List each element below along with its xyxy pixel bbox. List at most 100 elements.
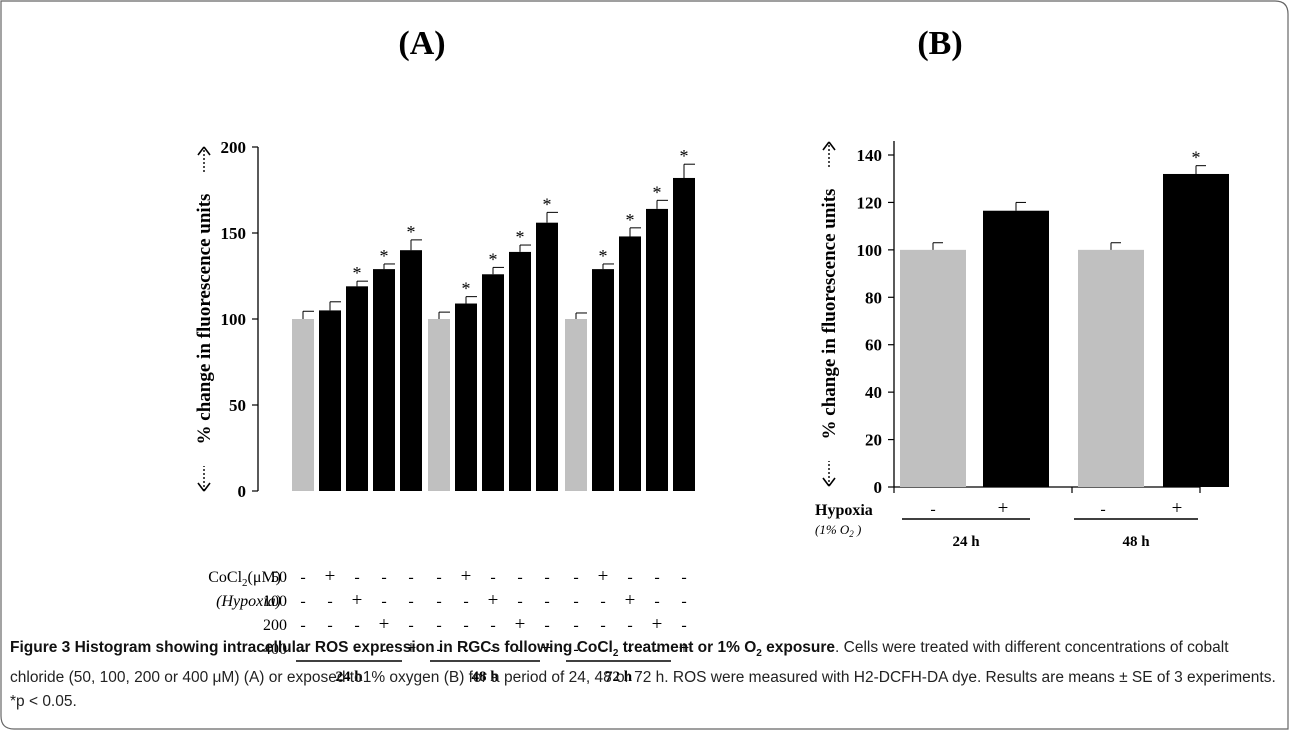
significance-star: *	[380, 246, 389, 266]
treatment-mark: -	[681, 569, 686, 586]
bar	[400, 250, 422, 491]
treatment-mark: -	[681, 593, 686, 610]
treatment-mark: -	[517, 641, 522, 658]
arrow-head-left	[822, 477, 836, 487]
significance-star: *	[626, 210, 635, 230]
treatment-mark: -	[600, 617, 605, 634]
group-label: 72 h	[605, 669, 633, 685]
treatment-mark: -	[436, 569, 441, 586]
treatment-mark: -	[600, 641, 605, 658]
treatment-mark: +	[325, 566, 336, 587]
treatment-mark: -	[627, 569, 632, 586]
treatment-mark: -	[1100, 501, 1105, 518]
treatment-mark: -	[517, 593, 522, 610]
bar	[319, 310, 341, 491]
treatment-mark: +	[515, 614, 526, 635]
treatment-mark: +	[679, 638, 690, 659]
treatment-mark: -	[463, 641, 468, 658]
treatment-mark: -	[300, 641, 305, 658]
panel-a-title: (A)	[398, 25, 445, 62]
y-tick-label: 40	[865, 383, 882, 402]
y-tick-label: 0	[238, 482, 247, 501]
y-tick-label: 100	[221, 310, 247, 329]
caption-bold-sub-2: 2	[756, 648, 762, 660]
cocl2-row-header: CoCl2(μM)	[208, 569, 281, 589]
caption-bold-2: treatment or 1% O	[618, 639, 757, 656]
treatment-mark: -	[573, 617, 578, 634]
panel-b-title: (B)	[917, 25, 962, 62]
treatment-mark: -	[354, 641, 359, 658]
bar	[455, 303, 477, 491]
group-label: 48 h	[471, 669, 499, 685]
hypoxia-row-header: (Hypoxia)	[216, 593, 281, 610]
treatment-mark: -	[573, 569, 578, 586]
bar	[373, 269, 395, 491]
y-tick-label: 80	[865, 288, 882, 307]
treatment-mark: +	[998, 498, 1009, 519]
group-label: 24 h	[335, 669, 363, 685]
arrow-head-left	[197, 482, 211, 492]
treatment-mark: +	[379, 614, 390, 635]
chart-b: 0 20 40 60 80 100 120 140 % change in fluorescen…	[815, 141, 1229, 550]
y-axis-title: % change in fluorescence units	[819, 189, 840, 440]
caption-title: Figure 3 Histogram showing intracellular…	[10, 639, 835, 660]
bar	[592, 269, 614, 491]
y-tick-label: 150	[221, 224, 247, 243]
treatment-mark: +	[406, 638, 417, 659]
treatment-mark: +	[598, 566, 609, 587]
treatment-mark: -	[436, 641, 441, 658]
treatment-mark: -	[408, 593, 413, 610]
arrow-head-right	[197, 146, 211, 156]
treatment-mark: -	[654, 569, 659, 586]
y-axis-title: % change in fluorescence units	[194, 194, 215, 445]
treatment-mark: +	[488, 590, 499, 611]
treatment-mark: -	[300, 569, 305, 586]
chart-a: 0 50 100 150 200 % change in fluorescence uni…	[194, 138, 695, 685]
treatment-row-label: 400	[263, 641, 287, 658]
bar	[428, 319, 450, 491]
arrow-head-right	[822, 141, 836, 151]
oxygen-sublabel-sub: 2	[849, 529, 854, 539]
significance-star: *	[543, 194, 552, 214]
oxygen-sublabel: (1% O2 )	[815, 522, 861, 539]
treatment-mark: -	[381, 569, 386, 586]
y-axis-label: % change in fluorescence units	[194, 146, 215, 492]
treatment-mark: -	[490, 641, 495, 658]
treatment-mark: -	[463, 593, 468, 610]
treatment-mark: +	[625, 590, 636, 611]
treatment-mark: -	[681, 617, 686, 634]
treatment-mark: +	[1172, 498, 1183, 519]
significance-star: *	[489, 249, 498, 269]
treatment-mark: +	[652, 614, 663, 635]
treatment-mark: -	[490, 569, 495, 586]
significance-star: *	[1192, 148, 1201, 168]
treatment-mark: -	[654, 593, 659, 610]
y-tick-label: 20	[865, 431, 882, 450]
treatment-mark: -	[544, 617, 549, 634]
caption-bold-sub-1: 2	[612, 648, 619, 660]
treatment-mark: -	[408, 617, 413, 634]
treatment-row-label: Hypoxia	[815, 502, 873, 519]
bar	[619, 236, 641, 491]
treatment-mark: -	[600, 593, 605, 610]
bar	[536, 222, 558, 491]
treatment-mark: -	[300, 617, 305, 634]
treatment-mark: -	[354, 617, 359, 634]
treatment-mark: -	[654, 641, 659, 658]
treatment-mark: -	[381, 641, 386, 658]
bar	[565, 319, 587, 491]
group-label: 24 h	[952, 534, 980, 550]
cocl2-sub: 2	[242, 577, 248, 589]
y-axis-label: % change in fluorescence units	[819, 141, 840, 487]
y-tick-label: 120	[857, 193, 883, 212]
treatment-mark: +	[461, 566, 472, 587]
treatment-mark: -	[573, 593, 578, 610]
group-label: 48 h	[1122, 534, 1150, 550]
significance-star: *	[516, 227, 525, 247]
significance-star: *	[407, 222, 416, 242]
significance-star: *	[599, 246, 608, 266]
bar	[509, 251, 531, 491]
oxygen-sublabel-end: )	[854, 522, 862, 537]
caption-bold-1: Figure 3 Histogram showing intracellular…	[10, 639, 613, 656]
